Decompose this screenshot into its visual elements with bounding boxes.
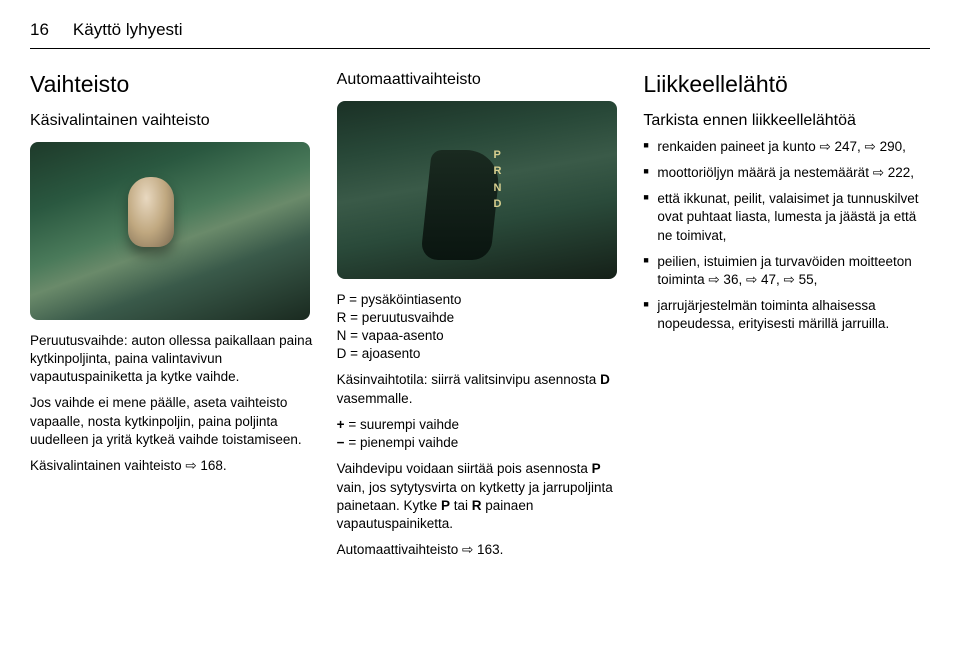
c2p2e: tai: [450, 498, 472, 513]
list-item: että ikkunat, peilit, valaisimet ja tunn…: [643, 190, 930, 245]
col1-para1: Peruutusvaihde: auton ollessa paikallaan…: [30, 332, 317, 387]
b4b: ⇨ 36, ⇨ 47, ⇨ 55,: [708, 272, 817, 287]
col1-para3: Käsivalintainen vaihteisto ⇨ 168.: [30, 457, 317, 475]
c2p2b: P: [592, 461, 601, 476]
page-header: 16 Käyttö lyhyesti: [30, 20, 930, 49]
list-item: renkaiden paineet ja kunto ⇨ 247, ⇨ 290,: [643, 138, 930, 156]
col2-heading: Automaattivaihteisto: [337, 69, 624, 91]
b2b: ⇨ 222,: [873, 165, 914, 180]
c2p2f: R: [472, 498, 482, 513]
b3: että ikkunat, peilit, valaisimet ja tunn…: [657, 191, 918, 242]
col3-heading: Liikkeellelähtö: [643, 69, 930, 100]
col2-para3: Automaattivaihteisto ⇨ 163.: [337, 541, 624, 559]
b2a: moottoriöljyn määrä ja nestemäärät: [657, 165, 872, 180]
b1a: renkaiden paineet ja kunto: [657, 139, 819, 154]
def-n: N = vapaa-asento: [337, 327, 624, 345]
page-number: 16: [30, 20, 49, 40]
col2-para1: Käsinvaihtotila: siirrä valitsinvipu ase…: [337, 371, 624, 407]
col2-p1b: D: [600, 372, 610, 387]
column-3: Liikkeellelähtö Tarkista ennen liikkeell…: [643, 69, 930, 567]
content-columns: Vaihteisto Käsivalintainen vaihteisto Pe…: [30, 69, 930, 567]
plus-text: = suurempi vaihde: [345, 417, 459, 432]
b1b: ⇨ 247, ⇨ 290,: [819, 139, 905, 154]
col1-heading: Vaihteisto: [30, 69, 317, 100]
column-1: Vaihteisto Käsivalintainen vaihteisto Pe…: [30, 69, 317, 567]
def-d: D = ajoasento: [337, 345, 624, 363]
sym-minus: − = pienempi vaihde: [337, 434, 624, 452]
col1-para2: Jos vaihde ei mene päälle, aseta vaihtei…: [30, 394, 317, 449]
list-item: peilien, istuimien ja turvavöiden moitte…: [643, 253, 930, 289]
list-item: moottoriöljyn määrä ja nestemäärät ⇨ 222…: [643, 164, 930, 182]
page-title: Käyttö lyhyesti: [73, 20, 183, 40]
col2-p3-ref: ⇨ 163.: [462, 542, 503, 557]
c2p2a: Vaihdevipu voidaan siirtää pois asennost…: [337, 461, 592, 476]
checklist: renkaiden paineet ja kunto ⇨ 247, ⇨ 290,…: [643, 138, 930, 334]
def-p: P = pysäköintiasento: [337, 291, 624, 309]
plus-symbol: +: [337, 417, 345, 432]
automatic-gearshift-image: [337, 101, 617, 279]
sym-plus: + = suurempi vaihde: [337, 416, 624, 434]
def-r: R = peruutusvaihde: [337, 309, 624, 327]
col1-p3-ref: ⇨ 168.: [185, 458, 226, 473]
col3-subheading: Tarkista ennen liikkeellelähtöä: [643, 110, 930, 132]
c2p2d: P: [441, 498, 450, 513]
col2-para2: Vaihdevipu voidaan siirtää pois asennost…: [337, 460, 624, 533]
minus-text: = pienempi vaihde: [345, 435, 459, 450]
col2-p3-text: Automaattivaihteisto: [337, 542, 462, 557]
minus-symbol: −: [337, 435, 345, 450]
col1-subheading: Käsivalintainen vaihteisto: [30, 110, 317, 132]
b5: jarrujärjestelmän toiminta alhaisessa no…: [657, 298, 889, 331]
column-2: Automaattivaihteisto P = pysäköintiasent…: [337, 69, 624, 567]
manual-gearshift-image: [30, 142, 310, 320]
col2-p1a: Käsinvaihtotila: siirrä valitsinvipu ase…: [337, 372, 600, 387]
col2-p1c: vasemmalle.: [337, 391, 413, 406]
col1-p3-text: Käsivalintainen vaihteisto: [30, 458, 185, 473]
list-item: jarrujärjestelmän toiminta alhaisessa no…: [643, 297, 930, 333]
